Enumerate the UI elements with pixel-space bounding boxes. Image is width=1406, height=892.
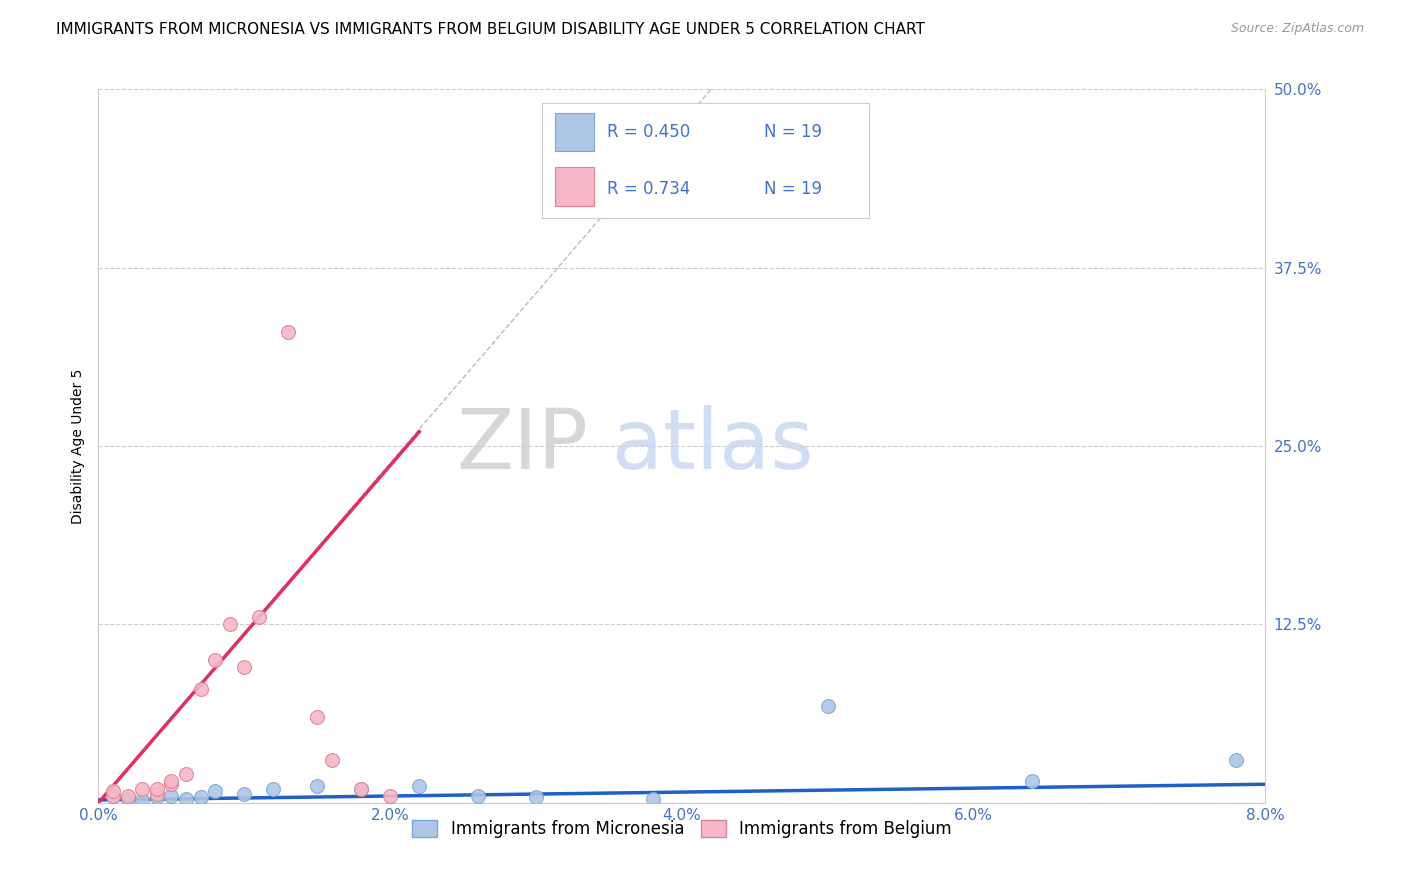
- Point: [350, 781, 373, 796]
- Point: [524, 790, 547, 805]
- Point: [262, 781, 284, 796]
- Point: [190, 790, 212, 805]
- Point: [146, 787, 169, 801]
- Point: [467, 789, 489, 803]
- Point: [277, 325, 299, 339]
- Point: [1225, 753, 1247, 767]
- Point: [190, 681, 212, 696]
- Point: [247, 610, 270, 624]
- Point: [307, 710, 329, 724]
- Point: [204, 784, 226, 798]
- Point: [380, 789, 402, 803]
- Point: [350, 781, 373, 796]
- Point: [131, 781, 153, 796]
- Point: [233, 787, 256, 801]
- Text: ZIP: ZIP: [457, 406, 589, 486]
- Point: [146, 781, 169, 796]
- Point: [160, 789, 183, 803]
- Point: [321, 753, 343, 767]
- Point: [117, 791, 139, 805]
- Point: [174, 791, 197, 805]
- Point: [641, 791, 664, 805]
- Point: [160, 774, 183, 789]
- Point: [1021, 774, 1043, 789]
- Point: [817, 698, 839, 713]
- Point: [408, 779, 430, 793]
- Point: [174, 767, 197, 781]
- Point: [218, 617, 240, 632]
- Point: [233, 660, 256, 674]
- Point: [146, 790, 169, 805]
- Point: [307, 779, 329, 793]
- Point: [117, 789, 139, 803]
- Point: [101, 789, 124, 803]
- Point: [204, 653, 226, 667]
- Legend: Immigrants from Micronesia, Immigrants from Belgium: Immigrants from Micronesia, Immigrants f…: [405, 813, 959, 845]
- Point: [101, 789, 124, 803]
- Y-axis label: Disability Age Under 5: Disability Age Under 5: [70, 368, 84, 524]
- Text: atlas: atlas: [612, 406, 814, 486]
- Point: [160, 777, 183, 791]
- Point: [131, 793, 153, 807]
- Text: Source: ZipAtlas.com: Source: ZipAtlas.com: [1230, 22, 1364, 36]
- Text: IMMIGRANTS FROM MICRONESIA VS IMMIGRANTS FROM BELGIUM DISABILITY AGE UNDER 5 COR: IMMIGRANTS FROM MICRONESIA VS IMMIGRANTS…: [56, 22, 925, 37]
- Point: [101, 784, 124, 798]
